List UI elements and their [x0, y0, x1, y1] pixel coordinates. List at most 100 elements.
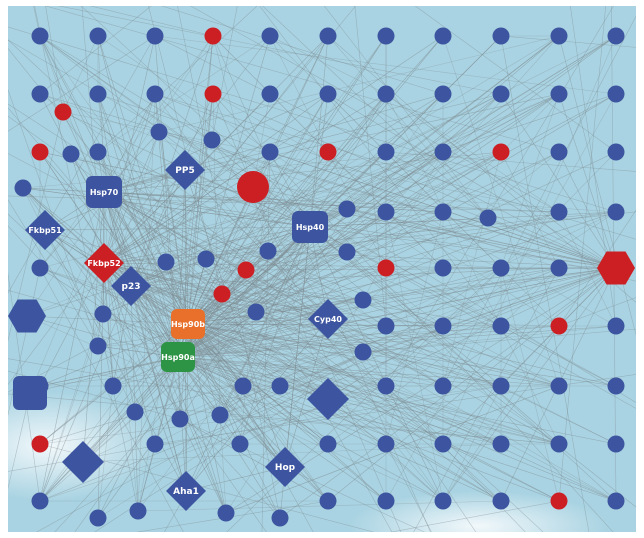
edge: [2, 392, 31, 510]
edge: [212, 93, 617, 269]
edge: [205, 251, 348, 260]
edge: [70, 153, 387, 327]
edge: [177, 35, 617, 358]
edge: [103, 226, 311, 264]
edge: [39, 35, 317, 538]
hub-node-p23: p23: [111, 266, 151, 306]
edge: [187, 186, 254, 325]
edge: [177, 356, 444, 502]
red-node: [492, 143, 510, 161]
blue-node: [271, 509, 289, 527]
edge: [221, 267, 502, 538]
edge: [362, 328, 642, 353]
edge: [187, 323, 502, 502]
blue-node: [434, 203, 452, 221]
edge: [39, 325, 617, 387]
edge: [97, 35, 271, 153]
blue-hexagon-node: [8, 299, 46, 333]
edge: [309, 35, 617, 228]
blue-node: [607, 143, 625, 161]
edge: [187, 211, 387, 325]
edge: [410, 267, 560, 538]
edge: [130, 285, 286, 468]
hub-label: Hsp90a: [161, 353, 195, 362]
blue-node: [89, 85, 107, 103]
edge: [158, 131, 444, 445]
blue-node: [607, 435, 625, 453]
edge: [112, 267, 617, 387]
blue-node: [492, 435, 510, 453]
red-node: [377, 259, 395, 277]
blue-node: [261, 27, 279, 45]
blue-node: [377, 492, 395, 510]
edge: [39, 267, 444, 387]
edge: [385, 93, 560, 445]
hub-label: Aha1: [173, 487, 199, 497]
edge: [442, 325, 560, 387]
edge: [82, 443, 502, 463]
edge: [71, 93, 387, 538]
edge: [179, 418, 435, 538]
blue-node: [319, 492, 337, 510]
hub-shape: [265, 447, 305, 487]
edge: [154, 93, 617, 269]
edge: [181, 0, 560, 213]
edge: [26, 226, 311, 317]
edge: [187, 217, 489, 325]
edge: [39, 35, 223, 295]
edge: [279, 385, 329, 445]
edge: [39, 151, 189, 325]
edge: [385, 267, 642, 412]
edge: [187, 251, 348, 325]
edge: [385, 151, 642, 173]
hub-label: p23: [122, 282, 141, 292]
blue-node: [171, 410, 189, 428]
edge: [103, 262, 156, 445]
edge: [27, 351, 364, 538]
edge: [2, 42, 281, 387]
edge: [39, 35, 642, 512]
large-red-node: [237, 171, 269, 203]
blue-node: [550, 203, 568, 221]
edge: [385, 385, 502, 445]
edge: [187, 323, 387, 387]
hub-label: Hsp70: [90, 188, 119, 197]
edge: [2, 35, 271, 392]
edge: [22, 187, 271, 538]
edge: [211, 139, 480, 538]
blue-node: [197, 250, 215, 268]
edge: [103, 262, 617, 387]
edge: [97, 385, 114, 519]
edge: [185, 318, 329, 492]
edge: [177, 356, 387, 445]
edge: [39, 93, 560, 445]
edge: [130, 285, 560, 387]
blue-node: [89, 27, 107, 45]
edge: [346, 208, 642, 283]
blue-node: [550, 377, 568, 395]
blue-node: [550, 85, 568, 103]
edge: [103, 191, 189, 325]
edge: [219, 414, 227, 514]
edge: [130, 285, 329, 320]
edge: [44, 226, 311, 231]
edge: [39, 151, 502, 269]
blue-node: [434, 85, 452, 103]
edge: [442, 151, 502, 387]
edge: [2, 267, 41, 438]
edge: [103, 262, 502, 327]
blue-node: [434, 492, 452, 510]
edge: [39, 267, 187, 538]
edge: [39, 356, 179, 502]
edge: [177, 35, 387, 358]
blue-node: [126, 403, 144, 421]
edge: [219, 151, 560, 416]
edge: [255, 0, 502, 327]
edge: [146, 0, 223, 295]
edge: [82, 93, 502, 463]
edge: [28, 0, 560, 153]
edge: [130, 285, 329, 400]
edge: [130, 285, 257, 313]
edge: [130, 285, 502, 387]
